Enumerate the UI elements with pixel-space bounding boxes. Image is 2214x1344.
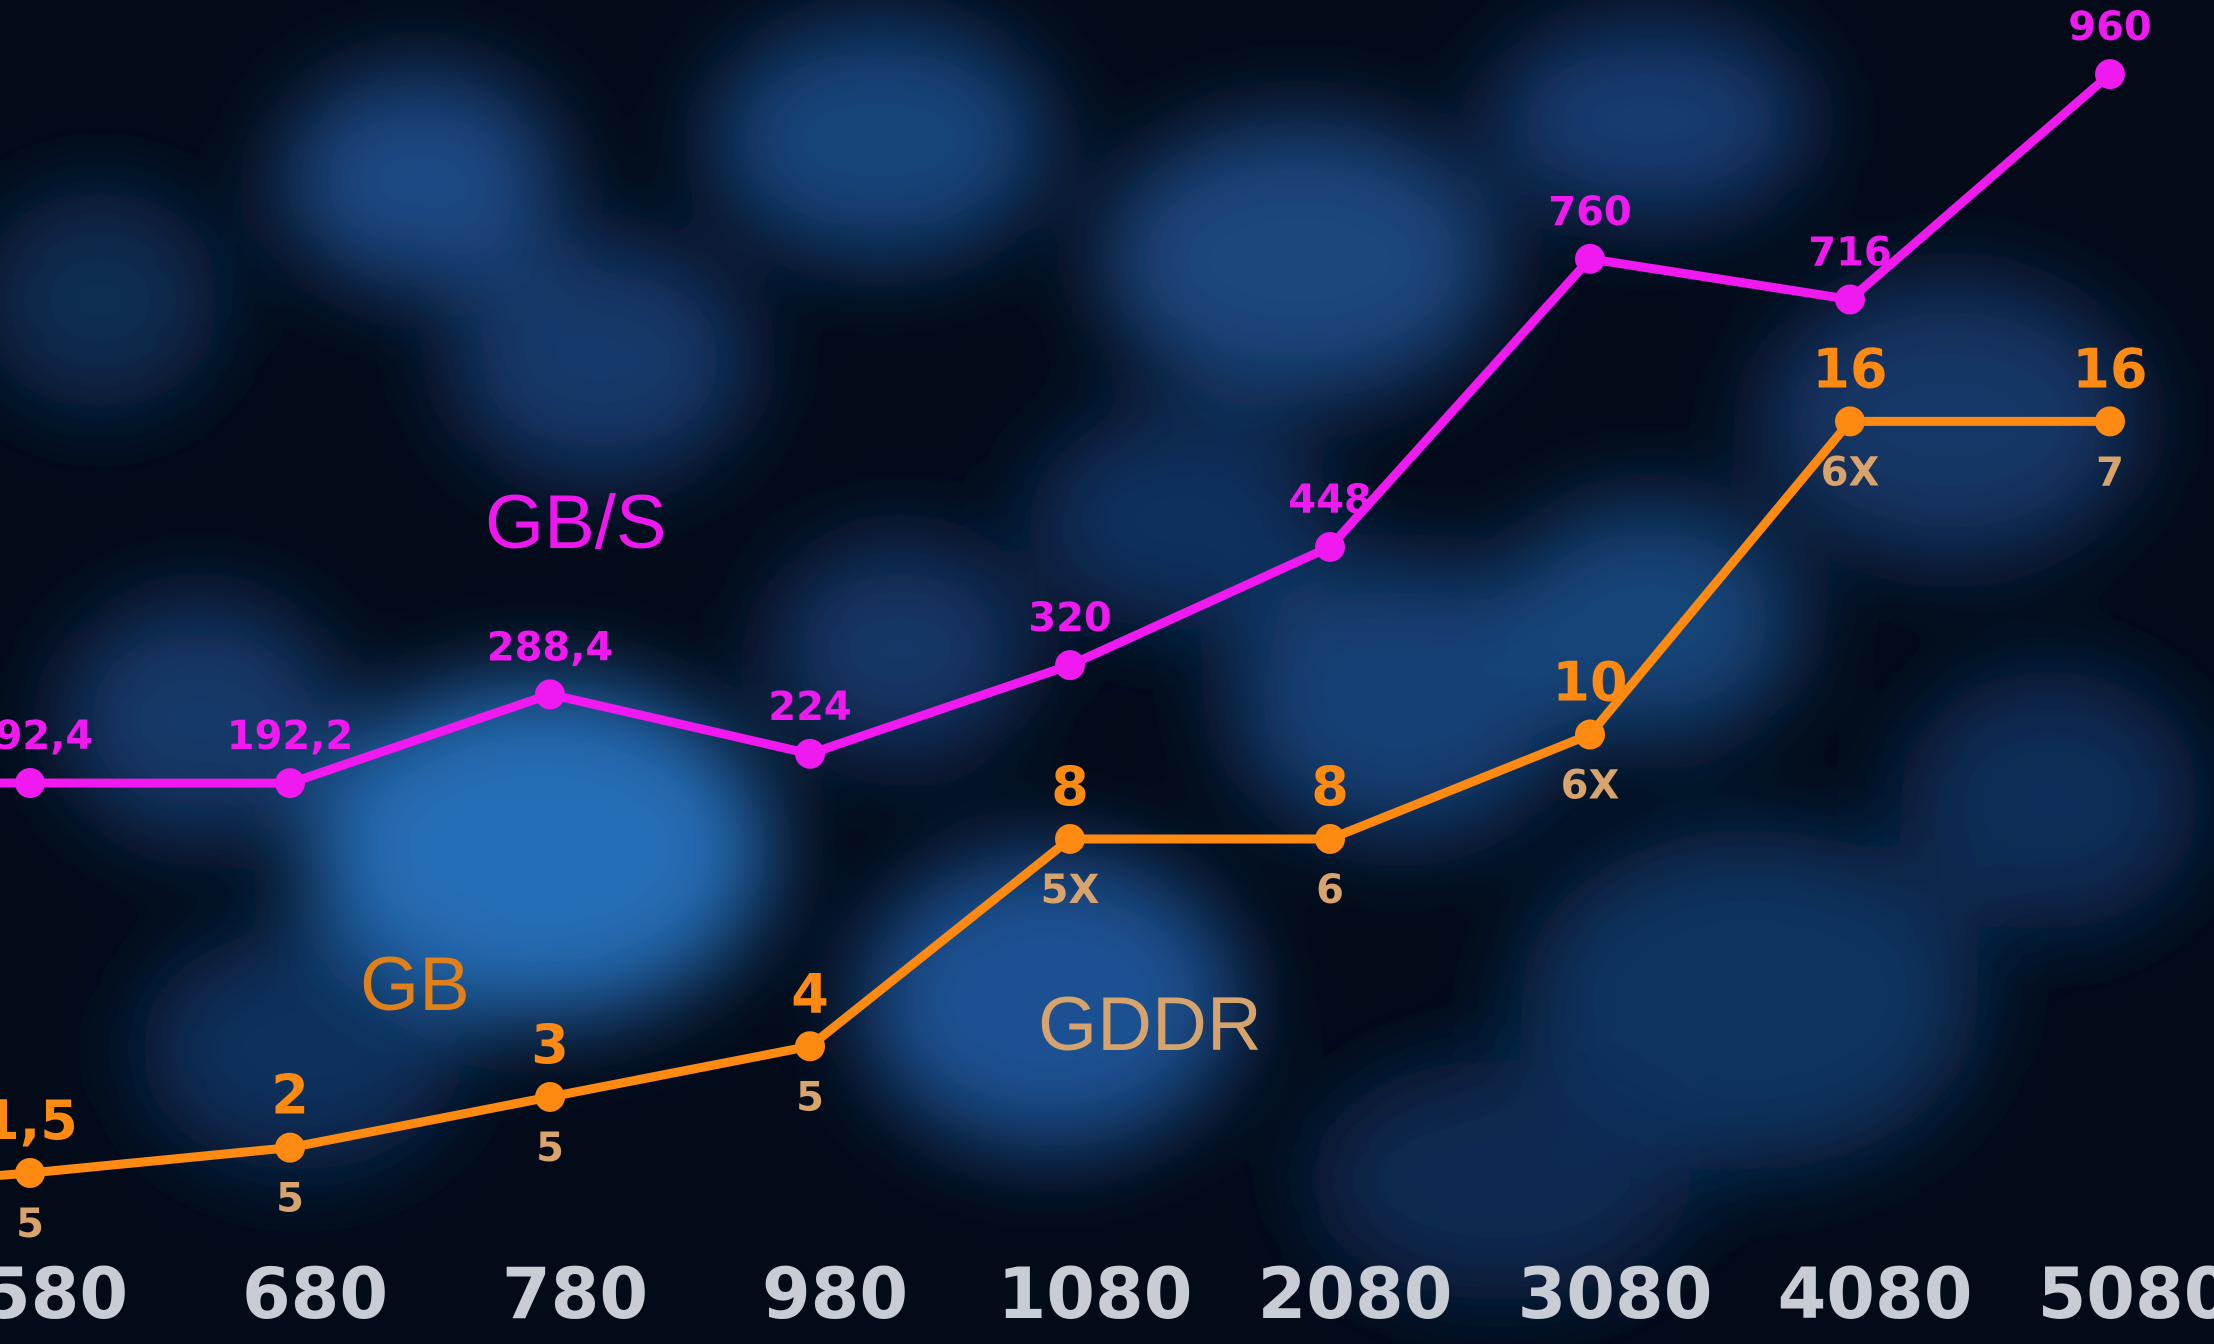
series-markers bbox=[15, 59, 2125, 1188]
bg-blob-9 bbox=[1520, 830, 1980, 1170]
gddr-value-680: 5 bbox=[276, 1176, 304, 1222]
memory-value-5080: 16 bbox=[2072, 337, 2147, 400]
memory-point-780 bbox=[535, 1081, 565, 1112]
gddr-value-580: 5 bbox=[16, 1201, 44, 1247]
bandwidth-point-4080 bbox=[1835, 284, 1865, 315]
bandwidth-point-680 bbox=[275, 768, 305, 799]
data-labels: 192,4192,2288,42243204487607169601,55253… bbox=[0, 4, 2152, 1247]
bandwidth-value-980: 224 bbox=[768, 684, 852, 730]
bg-blob-15 bbox=[140, 930, 460, 1170]
memory-value-580: 1,5 bbox=[0, 1089, 78, 1152]
bandwidth-point-5080 bbox=[2095, 59, 2125, 90]
bandwidth-value-680: 192,2 bbox=[227, 713, 354, 759]
memory-point-2080 bbox=[1315, 823, 1345, 854]
gddr-value-3080: 6X bbox=[1561, 763, 1620, 809]
bg-blob-2 bbox=[1100, 120, 1500, 400]
bandwidth-point-3080 bbox=[1575, 243, 1605, 274]
memory-value-680: 2 bbox=[271, 1064, 309, 1127]
memory-point-1080 bbox=[1055, 823, 1085, 854]
bg-blob-16 bbox=[1310, 1060, 1690, 1300]
bandwidth-value-3080: 760 bbox=[1548, 189, 1632, 235]
bandwidth-line bbox=[0, 69, 2115, 788]
gddr-value-780: 5 bbox=[536, 1125, 564, 1171]
memory-point-3080 bbox=[1575, 719, 1605, 750]
gddr-value-980: 5 bbox=[796, 1074, 824, 1120]
x-tick-2080: 2080 bbox=[1258, 1253, 1453, 1335]
x-tick-5080: 5080 bbox=[2038, 1253, 2214, 1335]
x-tick-780: 780 bbox=[502, 1253, 648, 1335]
memory-value-2080: 8 bbox=[1311, 755, 1349, 818]
memory-point-5080 bbox=[2095, 406, 2125, 437]
series-label-bandwidth: GB/S bbox=[485, 480, 667, 565]
x-tick-980: 980 bbox=[762, 1253, 908, 1335]
memory-point-680 bbox=[275, 1132, 305, 1163]
memory-point-580 bbox=[15, 1158, 45, 1188]
bg-blob-17 bbox=[0, 190, 220, 410]
memory-point-980 bbox=[795, 1031, 825, 1062]
x-tick-4080: 4080 bbox=[1778, 1253, 1973, 1335]
gddr-value-1080: 5X bbox=[1041, 867, 1100, 913]
bg-blob-14 bbox=[1900, 670, 2200, 930]
bg-blob-3 bbox=[1490, 20, 1810, 220]
bandwidth-point-580 bbox=[15, 768, 45, 798]
bg-blob-12 bbox=[1500, 500, 1800, 740]
gddr-value-4080: 6X bbox=[1821, 449, 1880, 495]
bandwidth-value-580: 192,4 bbox=[0, 713, 93, 759]
bg-blob-6 bbox=[310, 680, 770, 1020]
bandwidth-value-2080: 448 bbox=[1288, 477, 1372, 523]
memory-point-4080 bbox=[1835, 406, 1865, 437]
x-tick-580: 580 bbox=[0, 1253, 128, 1335]
series-label-memory: GB bbox=[360, 942, 470, 1027]
x-tick-1080: 1080 bbox=[998, 1253, 1193, 1335]
memory-value-1080: 8 bbox=[1051, 755, 1089, 818]
memory-value-780: 3 bbox=[531, 1013, 569, 1076]
bandwidth-value-780: 288,4 bbox=[487, 624, 614, 670]
bandwidth-value-1080: 320 bbox=[1028, 595, 1112, 641]
bandwidth-point-1080 bbox=[1055, 650, 1085, 681]
bg-blob-11 bbox=[1030, 410, 1330, 630]
bandwidth-value-4080: 716 bbox=[1808, 229, 1892, 275]
bandwidth-point-980 bbox=[795, 738, 825, 769]
series-label-gddr: GDDR bbox=[1038, 982, 1262, 1067]
bg-blob-4 bbox=[450, 240, 750, 480]
memory-line bbox=[0, 416, 2115, 1180]
bandwidth-point-780 bbox=[535, 679, 565, 710]
bg-blob-0 bbox=[280, 70, 560, 290]
x-tick-3080: 3080 bbox=[1518, 1253, 1713, 1335]
bg-blob-8 bbox=[1230, 560, 1570, 840]
blurred-background bbox=[0, 20, 2200, 1300]
series-lines bbox=[0, 69, 2115, 1180]
gddr-value-2080: 6 bbox=[1316, 867, 1344, 913]
bg-blob-1 bbox=[710, 20, 1050, 260]
gddr-value-5080: 7 bbox=[2096, 449, 2124, 495]
memory-value-3080: 10 bbox=[1552, 651, 1627, 714]
bandwidth-point-2080 bbox=[1315, 531, 1345, 562]
memory-value-980: 4 bbox=[791, 962, 829, 1025]
x-axis-ticks: 580 680 780 980 1080 2080 3080 4080 5080 bbox=[0, 1253, 2214, 1335]
bandwidth-value-5080: 960 bbox=[2068, 4, 2152, 50]
memory-value-4080: 16 bbox=[1812, 337, 1887, 400]
x-tick-680: 680 bbox=[242, 1253, 388, 1335]
